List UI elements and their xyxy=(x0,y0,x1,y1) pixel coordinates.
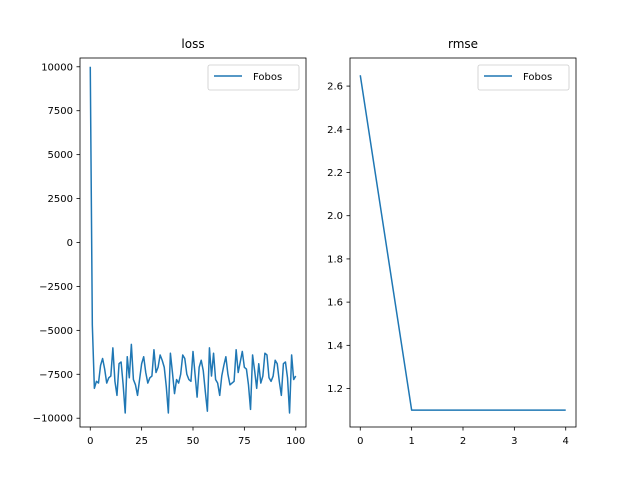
loss-title: loss xyxy=(181,37,204,51)
loss-ytick-label: −10000 xyxy=(33,414,73,425)
rmse-subplot: rmse 0 1 2 3 4 2.6 2.4 2.2 2.0 1.8 1.6 1.4 1.2 Fobo… xyxy=(327,37,577,447)
rmse-ytick-label: 2.4 xyxy=(327,125,343,136)
rmse-ytick-label: 2.0 xyxy=(327,211,343,222)
loss-ytick-label: 7500 xyxy=(48,106,73,117)
loss-ytick-label: −5000 xyxy=(39,326,73,337)
loss-xtick-label: 50 xyxy=(187,436,200,447)
loss-xtick-label: 0 xyxy=(87,436,93,447)
rmse-legend: Fobos xyxy=(477,64,570,91)
rmse-ytick-label: 1.8 xyxy=(327,254,343,265)
loss-legend: Fobos xyxy=(207,64,300,91)
rmse-xtick-label: 0 xyxy=(357,436,363,447)
loss-ytick-label: −7500 xyxy=(39,370,73,381)
loss-xtick-label: 75 xyxy=(238,436,251,447)
loss-legend-label: Fobos xyxy=(253,72,282,83)
loss-series-line xyxy=(89,66,297,414)
rmse-legend-box xyxy=(477,64,570,91)
rmse-xtick-label: 2 xyxy=(460,436,466,447)
rmse-legend-label: Fobos xyxy=(523,72,552,83)
rmse-ytick-label: 2.6 xyxy=(327,82,343,93)
loss-ytick-label: 5000 xyxy=(48,150,73,161)
rmse-xtick-label: 3 xyxy=(511,436,517,447)
rmse-ytick-label: 1.4 xyxy=(327,341,343,352)
rmse-axes-frame xyxy=(349,57,577,428)
loss-ytick-label: 10000 xyxy=(41,62,73,73)
loss-ytick-label: 2500 xyxy=(48,194,73,205)
rmse-ytick-label: 2.2 xyxy=(327,168,343,179)
loss-legend-box xyxy=(207,64,300,91)
rmse-ytick-label: 1.6 xyxy=(327,298,343,309)
rmse-ytick-label: 1.2 xyxy=(327,384,343,395)
loss-subplot: loss 0 25 50 75 100 10000 7500 5000 2500 0 −2500 −… xyxy=(33,37,307,447)
rmse-xtick-label: 4 xyxy=(563,436,569,447)
loss-xtick-label: 100 xyxy=(286,436,305,447)
rmse-xtick-label: 1 xyxy=(408,436,414,447)
loss-ytick-label: 0 xyxy=(67,238,73,249)
rmse-series-line xyxy=(359,75,566,411)
loss-xtick-label: 25 xyxy=(135,436,148,447)
rmse-title: rmse xyxy=(448,37,478,51)
loss-ytick-label: −2500 xyxy=(39,282,73,293)
